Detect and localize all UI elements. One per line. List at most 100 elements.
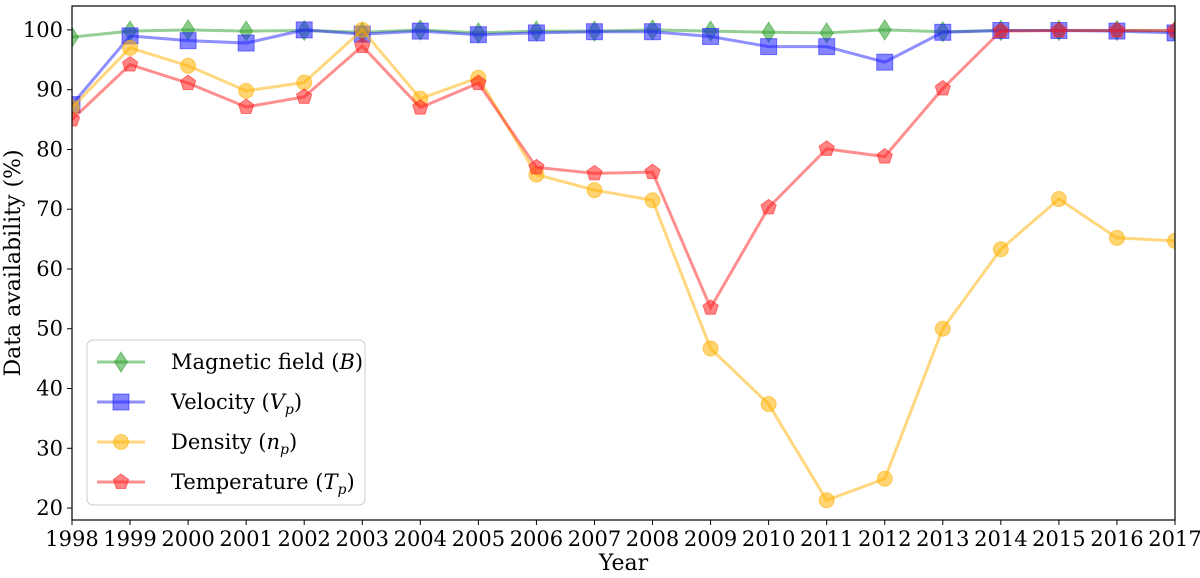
y-tick-label: 20 xyxy=(36,496,63,520)
data-point xyxy=(876,147,893,164)
data-point xyxy=(934,320,951,337)
data-point xyxy=(469,26,487,44)
data-point xyxy=(818,38,836,56)
y-axis: 20 30 40 50 60 70 80 90 100 xyxy=(23,18,72,520)
data-point xyxy=(760,38,778,56)
legend-label-subscript: p xyxy=(285,402,294,418)
series-layer xyxy=(72,18,1175,509)
data-point xyxy=(1108,229,1125,246)
x-tick-label: 2007 xyxy=(568,527,621,551)
data-point xyxy=(644,192,661,209)
data-point xyxy=(1108,21,1126,38)
legend-label-close: ) xyxy=(346,470,354,494)
x-tick-label: 2008 xyxy=(626,527,679,551)
data-point xyxy=(354,21,371,38)
x-tick-label: 2001 xyxy=(219,527,272,551)
data-point xyxy=(1167,232,1175,249)
legend-label-text: Temperature ( xyxy=(171,470,323,494)
legend-label-subscript: p xyxy=(280,442,289,458)
data-point xyxy=(760,396,777,413)
legend-label-text: Velocity ( xyxy=(170,390,270,414)
data-point xyxy=(702,27,720,45)
data-point xyxy=(877,18,892,41)
data-point xyxy=(818,492,835,509)
legend-entry: Temperature (Tp) xyxy=(97,470,355,498)
x-tick-label: 1999 xyxy=(103,527,156,551)
data-point xyxy=(586,182,603,199)
data-point xyxy=(876,53,894,71)
legend: Magnetic field (B) Velocity (Vp) Density (… xyxy=(86,339,366,506)
data-point xyxy=(411,22,429,40)
series-line xyxy=(72,28,1175,106)
x-tick-label: 2013 xyxy=(916,527,969,551)
legend-marker-icon xyxy=(112,393,130,411)
legend-label-symbol: n xyxy=(266,430,280,454)
data-point xyxy=(354,37,371,54)
legend-label-subscript: p xyxy=(337,482,346,498)
x-axis: 1998 1999 2000 2001 2002 2003 2004 2005 2006 2007… xyxy=(45,520,1200,551)
data-point xyxy=(528,158,545,175)
data-point xyxy=(72,26,80,48)
y-tick-label: 90 xyxy=(36,78,63,102)
legend-marker-icon xyxy=(113,434,129,450)
legend-label: Temperature (Tp) xyxy=(171,470,355,498)
x-tick-label: 2017 xyxy=(1148,527,1200,551)
data-point xyxy=(296,74,313,91)
data-point xyxy=(237,98,255,114)
legend-label-close: ) xyxy=(355,350,363,374)
series-1 xyxy=(72,21,1175,114)
data-point xyxy=(644,23,662,41)
data-point xyxy=(818,140,835,156)
data-point xyxy=(527,24,545,42)
legend-label-text: Magnetic field ( xyxy=(171,350,339,374)
data-point xyxy=(876,470,893,487)
data-point xyxy=(586,164,603,181)
y-tick-label: 30 xyxy=(36,436,63,460)
x-tick-label: 2016 xyxy=(1090,527,1143,551)
legend-marker-icon xyxy=(112,473,130,489)
legend-entry: Velocity (Vp) xyxy=(97,390,302,418)
legend-marker-icon xyxy=(113,351,129,373)
x-tick-label: 2006 xyxy=(510,527,563,551)
y-tick-label: 100 xyxy=(23,18,63,42)
data-point xyxy=(72,110,81,127)
data-point xyxy=(179,74,197,91)
legend-label-symbol: V xyxy=(270,390,287,414)
data-point xyxy=(122,39,139,56)
x-tick-label: 2004 xyxy=(394,527,447,551)
data-point xyxy=(412,98,429,115)
data-point xyxy=(760,198,777,215)
y-tick-label: 40 xyxy=(36,377,63,401)
x-tick-label: 2000 xyxy=(161,527,214,551)
legend-label: Velocity (Vp) xyxy=(170,390,302,418)
data-point xyxy=(296,88,313,104)
legend-entry: Magnetic field (B) xyxy=(97,350,363,374)
y-axis-label: Data availability (%) xyxy=(1,149,26,376)
data-point xyxy=(295,21,313,39)
legend-label-text: Density ( xyxy=(171,430,266,454)
y-tick-label: 70 xyxy=(36,197,63,221)
data-point xyxy=(1166,21,1175,38)
x-axis-label: Year xyxy=(598,551,649,574)
legend-label-close: ) xyxy=(289,430,297,454)
data-point xyxy=(702,340,719,357)
legend-label: Magnetic field (B) xyxy=(171,350,363,374)
legend-label-symbol: B xyxy=(338,350,354,374)
x-tick-label: 2014 xyxy=(974,527,1027,551)
data-point xyxy=(238,82,255,99)
data-point xyxy=(644,163,661,180)
data-point xyxy=(237,34,255,52)
data-point xyxy=(585,23,603,41)
series-3 xyxy=(72,21,1175,315)
y-tick-label: 50 xyxy=(36,317,63,341)
series-line xyxy=(72,27,1175,503)
x-tick-label: 2002 xyxy=(277,527,330,551)
data-point xyxy=(1050,21,1068,38)
data-point xyxy=(72,99,80,116)
data-point xyxy=(934,23,952,41)
legend-box xyxy=(86,339,366,506)
data-point xyxy=(992,241,1009,258)
y-tick-label: 60 xyxy=(36,257,63,281)
